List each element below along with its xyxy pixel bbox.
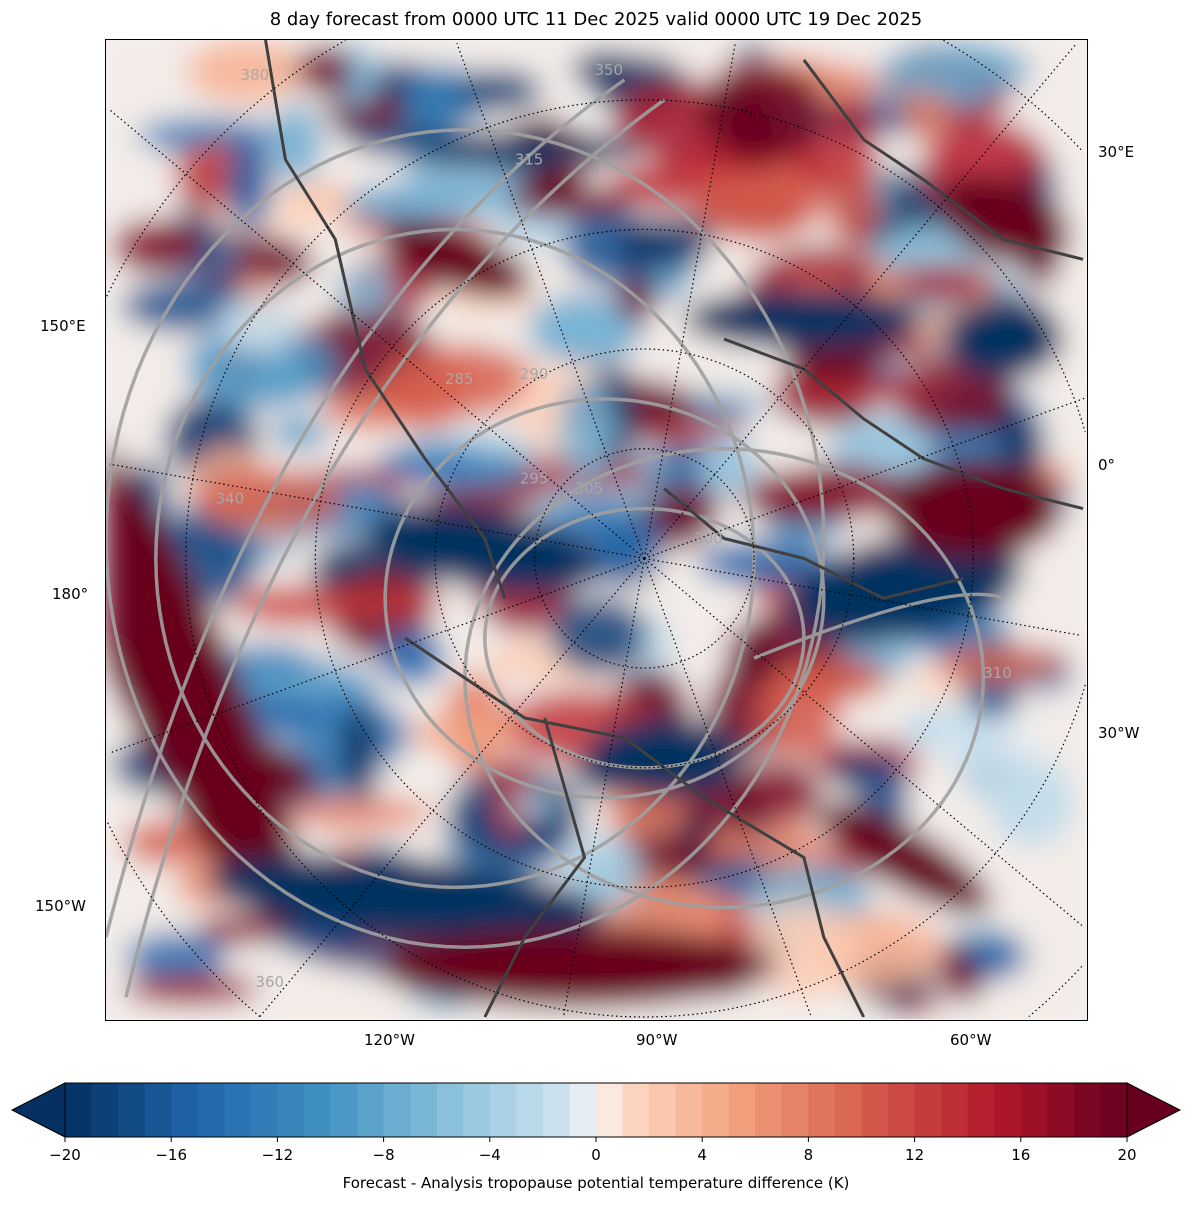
colorbar-bin	[702, 1083, 730, 1137]
colorbar-tick: 16	[1011, 1146, 1031, 1164]
contour-label: 305	[575, 480, 604, 498]
colorbar-bin	[118, 1083, 146, 1137]
colorbar-bin	[596, 1083, 624, 1137]
colorbar-tick: 12	[905, 1146, 925, 1164]
contour-label: 315	[515, 151, 544, 169]
colorbar-bin	[808, 1083, 836, 1137]
lon-label-120w: 120°W	[364, 1031, 415, 1049]
colorbar-tick: −8	[372, 1146, 395, 1164]
map-title: 8 day forecast from 0000 UTC 11 Dec 2025…	[269, 9, 923, 30]
colorbar-bin	[383, 1083, 411, 1137]
contour-label: 310	[983, 664, 1012, 682]
colorbar-bin	[197, 1083, 225, 1137]
colorbar-bin	[861, 1083, 889, 1137]
contour-label: 350	[595, 61, 624, 79]
colorbar-bin	[834, 1083, 862, 1137]
colorbar-bin	[542, 1083, 570, 1137]
lon-label-60w: 60°W	[950, 1031, 992, 1049]
colorbar-bin	[888, 1083, 916, 1137]
colorbar-bin	[277, 1083, 305, 1137]
contour-label: 380	[241, 66, 270, 84]
colorbar-bin	[914, 1083, 942, 1137]
colorbar-bin	[781, 1083, 809, 1137]
colorbar-tick: 20	[1117, 1146, 1137, 1164]
colorbar-bin	[1047, 1083, 1075, 1137]
colorbar-bin	[728, 1083, 756, 1137]
colorbar-bin	[410, 1083, 438, 1137]
lon-label-180: 180°	[52, 585, 89, 603]
colorbar-tick: −4	[478, 1146, 501, 1164]
colorbar-bin	[1100, 1083, 1128, 1137]
colorbar-bin	[357, 1083, 385, 1137]
contour-label: 340	[216, 490, 245, 508]
colorbar-bin	[463, 1083, 491, 1137]
colorbar-tick: 0	[591, 1146, 601, 1164]
map-field: 380 350 315 290 295 300 305 285 340 360 310	[106, 40, 1086, 1019]
colorbar-bin	[250, 1083, 278, 1137]
colorbar-bin	[569, 1083, 597, 1137]
colorbar-label: Forecast - Analysis tropopause potential…	[342, 1174, 850, 1192]
forecast-difference-map: 380 350 315 290 295 300 305 285 340 360 310	[105, 39, 1088, 1021]
lon-label-0: 0°	[1098, 456, 1116, 474]
colorbar-extend-max	[1126, 1082, 1182, 1138]
colorbar-bin	[144, 1083, 172, 1137]
colorbar-bin	[330, 1083, 358, 1137]
colorbar-bin	[436, 1083, 464, 1137]
colorbar-bin	[967, 1083, 995, 1137]
contour-label: 300	[694, 529, 723, 547]
colorbar-bin	[755, 1083, 783, 1137]
colorbar-tick: 4	[697, 1146, 707, 1164]
colorbar-bin	[489, 1083, 517, 1137]
colorbar-extend-min	[10, 1082, 66, 1138]
colorbar-bin	[1073, 1083, 1101, 1137]
colorbar-tick: −12	[261, 1146, 294, 1164]
colorbar-bin	[941, 1083, 969, 1137]
colorbar-tick: −16	[155, 1146, 188, 1164]
contour-label: 360	[256, 973, 285, 991]
colorbar	[10, 1082, 1182, 1142]
lon-label-150e: 150°E	[40, 317, 86, 335]
colorbar-bin	[516, 1083, 544, 1137]
colorbar-tick: −20	[49, 1146, 81, 1164]
colorbar-bin	[622, 1083, 650, 1137]
colorbar-bin	[224, 1083, 252, 1137]
lon-label-30w: 30°W	[1098, 724, 1140, 742]
colorbar-tick: 8	[803, 1146, 814, 1164]
colorbar-bin	[1020, 1083, 1048, 1137]
contour-label: 285	[445, 370, 474, 388]
colorbar-bin	[171, 1083, 199, 1137]
lon-label-90w: 90°W	[636, 1031, 678, 1049]
contour-label: 290	[520, 365, 549, 383]
colorbar-bin	[65, 1083, 93, 1137]
colorbar-bin	[649, 1083, 677, 1137]
colorbar-bin	[675, 1083, 703, 1137]
colorbar-bin	[994, 1083, 1022, 1137]
lon-label-30e: 30°E	[1098, 143, 1135, 161]
contour-label: 295	[520, 470, 549, 488]
colorbar-bin	[91, 1083, 119, 1137]
lon-label-150w: 150°W	[35, 897, 86, 915]
colorbar-bin	[303, 1083, 331, 1137]
